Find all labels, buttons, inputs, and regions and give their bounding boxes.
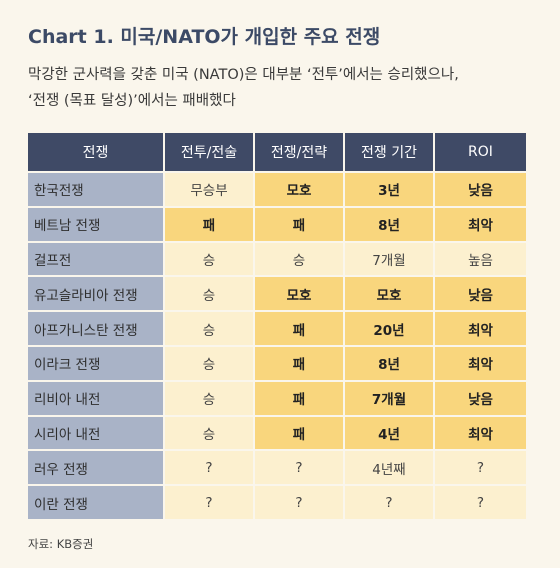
battle-tactics-cell: 승 [164, 414, 255, 451]
war-strategy-cell: 승 [254, 240, 345, 277]
subtitle-line-1: 막강한 군사력을 갖춘 미국 (NATO)은 대부분 ‘전투’에서는 승리했으나… [28, 67, 459, 83]
battle-tactics-cell: 패 [164, 205, 255, 242]
table-row: 걸프전 승 승 7개월 높음 [28, 240, 526, 277]
roi-cell: 낮음 [434, 171, 526, 207]
war-name-cell: 러우 전쟁 [28, 449, 165, 486]
war-duration-cell: ? [344, 484, 435, 519]
war-name-cell: 걸프전 [28, 240, 165, 277]
war-strategy-cell: 패 [254, 414, 345, 451]
header-war-duration: 전쟁 기간 [344, 133, 435, 172]
battle-tactics-cell: 무승부 [164, 171, 255, 207]
war-name-cell: 시리아 내전 [28, 414, 165, 451]
table-header-row: 전쟁 전투/전술 전쟁/전략 전쟁 기간 ROI [28, 133, 526, 172]
war-name-cell: 한국전쟁 [28, 171, 165, 207]
battle-tactics-cell: 승 [164, 344, 255, 381]
war-strategy-cell: 모호 [254, 171, 345, 207]
roi-cell: 최악 [434, 205, 526, 242]
war-duration-cell: 4년째 [344, 449, 435, 486]
battle-tactics-cell: 승 [164, 379, 255, 416]
war-name-cell: 아프가니스탄 전쟁 [28, 310, 165, 346]
table-row: 러우 전쟁?? 4년째? [28, 449, 526, 486]
roi-cell: ? [434, 449, 526, 486]
roi-cell: 낮음 [434, 379, 526, 416]
source-note: 자료: KB증권 [28, 537, 94, 551]
wars-table: 전쟁 전투/전술 전쟁/전략 전쟁 기간 ROI 한국전쟁 무승부 모호 3년 낮음 베트… [28, 133, 526, 519]
battle-tactics-cell: 승 [164, 275, 255, 312]
war-duration-cell: 4년 [344, 414, 435, 451]
chart-title: Chart 1. 미국/NATO가 개입한 주요 전쟁 [28, 26, 381, 48]
roi-cell: 최악 [434, 344, 526, 381]
table-row: 이란 전쟁???? [28, 484, 526, 519]
table-body: 한국전쟁 무승부 모호 3년 낮음 베트남 전쟁 패 패 8년 최악 걸프전 승 승 7개월 높음 유고슬라비… [28, 171, 526, 519]
war-strategy-cell: 모호 [254, 275, 345, 312]
war-strategy-cell: ? [254, 484, 345, 519]
header-war: 전쟁 [28, 133, 165, 172]
subtitle-line-2: ‘전쟁 (목표 달성)’에서는 패배했다 [28, 93, 236, 109]
table-row: 이라크 전쟁 승 패 8년 최악 [28, 344, 526, 381]
roi-cell: 최악 [434, 414, 526, 451]
war-strategy-cell: 패 [254, 379, 345, 416]
war-strategy-cell: 패 [254, 344, 345, 381]
war-strategy-cell: 패 [254, 310, 345, 346]
battle-tactics-cell: 승 [164, 310, 255, 346]
roi-cell: ? [434, 484, 526, 519]
table-row: 유고슬라비아 전쟁 승 모호 모호 낮음 [28, 275, 526, 312]
header-battle-tactics: 전투/전술 [164, 133, 255, 172]
war-name-cell: 이란 전쟁 [28, 484, 165, 519]
table-row: 베트남 전쟁 패 패 8년 최악 [28, 205, 526, 242]
battle-tactics-cell: ? [164, 484, 255, 519]
war-name-cell: 이라크 전쟁 [28, 344, 165, 381]
war-duration-cell: 7개월 [344, 240, 435, 277]
war-name-cell: 베트남 전쟁 [28, 205, 165, 242]
battle-tactics-cell: 승 [164, 240, 255, 277]
table-row: 아프가니스탄 전쟁 승 패 20년 최악 [28, 310, 526, 346]
battle-tactics-cell: ? [164, 449, 255, 486]
roi-cell: 최악 [434, 310, 526, 346]
header-war-strategy: 전쟁/전략 [254, 133, 345, 172]
war-strategy-cell: ? [254, 449, 345, 486]
war-duration-cell: 8년 [344, 344, 435, 381]
war-name-cell: 유고슬라비아 전쟁 [28, 275, 165, 312]
war-duration-cell: 3년 [344, 171, 435, 207]
war-duration-cell: 8년 [344, 205, 435, 242]
war-duration-cell: 20년 [344, 310, 435, 346]
war-name-cell: 리비아 내전 [28, 379, 165, 416]
header-roi: ROI [434, 133, 526, 172]
roi-cell: 높음 [434, 240, 526, 277]
roi-cell: 낮음 [434, 275, 526, 312]
table-row: 시리아 내전 승 패 4년 최악 [28, 414, 526, 451]
war-duration-cell: 모호 [344, 275, 435, 312]
war-strategy-cell: 패 [254, 205, 345, 242]
table-row: 한국전쟁 무승부 모호 3년 낮음 [28, 171, 526, 207]
table-row: 리비아 내전 승 패 7개월 낮음 [28, 379, 526, 416]
chart-subtitle: 막강한 군사력을 갖춘 미국 (NATO)은 대부분 ‘전투’에서는 승리했으나… [28, 62, 548, 114]
war-duration-cell: 7개월 [344, 379, 435, 416]
